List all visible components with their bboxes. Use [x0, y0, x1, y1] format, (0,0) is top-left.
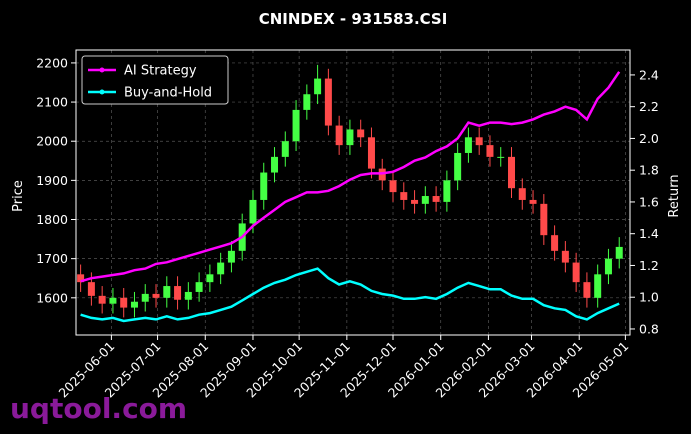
candle-body: [464, 137, 472, 153]
candle-body: [400, 192, 408, 200]
candle-body: [227, 250, 235, 263]
candle-body: [335, 125, 343, 146]
y2-tick-label: 1.2: [639, 258, 659, 273]
legend-marker: [99, 67, 105, 73]
y2-tick-label: 2.2: [639, 99, 659, 114]
candle-body: [604, 258, 612, 275]
candle-body: [357, 129, 365, 138]
y-tick-label: 2100: [36, 95, 68, 110]
candle-body: [540, 203, 548, 236]
y2-tick-label: 0.8: [639, 321, 659, 336]
candle-body: [432, 196, 440, 202]
y2-tick-label: 2.0: [639, 131, 659, 146]
y-tick-label: 1900: [36, 173, 68, 188]
candle-body: [195, 282, 203, 292]
candle-body: [314, 78, 322, 95]
candle-body: [130, 301, 138, 308]
candle-body: [572, 262, 580, 283]
legend-marker: [99, 89, 105, 95]
candle-body: [260, 172, 268, 200]
series-line: [80, 71, 621, 283]
candle-body: [163, 286, 171, 298]
y2-tick-label: 1.8: [639, 163, 659, 178]
y2-tick-label: 2.4: [639, 67, 659, 82]
candle-body: [206, 274, 214, 283]
candle-body: [561, 250, 569, 263]
candle-body: [292, 109, 300, 142]
candle-body: [109, 297, 117, 304]
candle-body: [454, 152, 462, 181]
legend-label: Buy-and-Hold: [124, 86, 212, 101]
candle-body: [87, 282, 95, 296]
candle-body: [486, 145, 494, 157]
watermark: uqtool.com: [10, 392, 187, 425]
y-axis-label: Price: [11, 180, 26, 212]
y-tick-label: 2200: [36, 55, 68, 70]
candle-body: [303, 94, 311, 110]
candle-body: [120, 297, 128, 308]
candle-body: [324, 78, 332, 126]
candle-body: [389, 180, 397, 193]
candle-body: [475, 137, 483, 146]
candle-body: [615, 246, 623, 259]
y-tick-label: 1600: [36, 290, 68, 305]
candle-body: [249, 199, 257, 224]
candle-body: [367, 137, 375, 169]
y2-tick-label: 1.4: [639, 226, 659, 241]
y-tick-label: 1800: [36, 212, 68, 227]
candle-body: [421, 196, 429, 204]
candle-body: [141, 293, 149, 302]
y-tick-label: 2000: [36, 134, 68, 149]
legend-label: AI Strategy: [124, 64, 197, 79]
candle-body: [281, 141, 289, 157]
candle-body: [443, 180, 451, 202]
candle-body: [98, 295, 106, 304]
candle-body: [518, 188, 526, 200]
candle-body: [583, 282, 591, 298]
candle-body: [346, 129, 354, 146]
candle-body: [184, 291, 192, 300]
candle-body: [217, 262, 225, 275]
legend-box: [81, 55, 229, 105]
candle-body: [529, 199, 537, 204]
chart-title: CNINDEX - 931583.CSI: [259, 10, 448, 28]
candle-body: [508, 156, 516, 189]
plot-frame: [75, 49, 631, 336]
y2-tick-label: 1.6: [639, 194, 659, 209]
y2-tick-label: 1.0: [639, 290, 659, 305]
candle-body: [152, 293, 160, 298]
candle-body: [411, 199, 419, 204]
y2-axis-label: Return: [667, 174, 682, 217]
candle-body: [551, 235, 559, 251]
candle-body: [594, 274, 602, 298]
candle-body: [271, 156, 279, 173]
y-tick-label: 1700: [36, 251, 68, 266]
series-line: [80, 267, 620, 323]
candle-body: [497, 156, 505, 158]
candle-body: [77, 274, 85, 283]
candle-body: [174, 286, 182, 300]
